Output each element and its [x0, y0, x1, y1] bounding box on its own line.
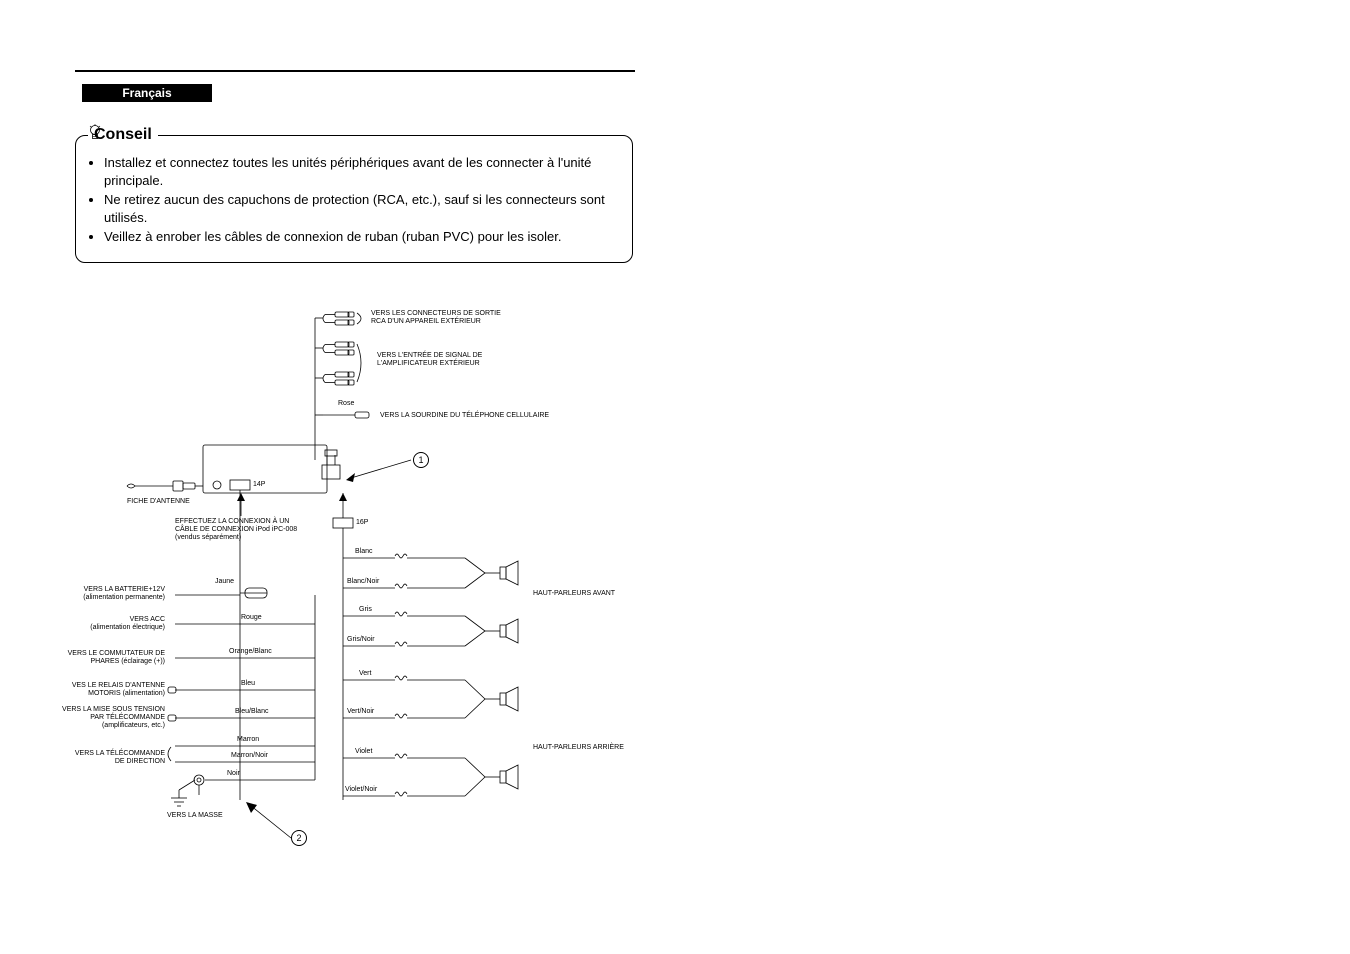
- rca-pair-1: [323, 312, 354, 325]
- rear-speakers-label: HAUT-PARLEURS ARRIÈRE: [533, 744, 624, 751]
- spk-wire-4: Vert: [359, 670, 371, 677]
- mute-color: Rose: [338, 400, 354, 407]
- mute-label: VERS LA SOURDINE DU TÉLÉPHONE CELLULAIRE: [380, 412, 549, 419]
- pw3-l2: MOTORIS (alimentation): [55, 690, 165, 697]
- bullet-item: Installez et connectez toutes les unités…: [104, 154, 618, 189]
- pw0-color: Jaune: [215, 578, 234, 585]
- rca-ext-out-label-l1: VERS LES CONNECTEURS DE SORTIE: [371, 310, 501, 317]
- callout-2: 2: [291, 830, 307, 846]
- lightbulb-icon: [88, 124, 102, 142]
- rca-pair-3: [323, 372, 354, 385]
- ground-color: Noir: [227, 770, 240, 777]
- spk-wire-1: Blanc/Noir: [347, 578, 379, 585]
- spk-wire-0: Blanc: [355, 548, 373, 555]
- spk-wire-5: Vert/Noir: [347, 708, 374, 715]
- wiring-svg: [55, 300, 705, 860]
- steer-color1: Marron: [237, 736, 259, 743]
- speaker-icon-rl: [500, 687, 518, 711]
- bullet-item: Veillez à enrober les câbles de connexio…: [104, 228, 618, 246]
- pw2-l1: VERS LE COMMUTATEUR DE: [55, 650, 165, 657]
- speaker-icon-rr: [500, 765, 518, 789]
- antenna-label: FICHE D'ANTENNE: [127, 498, 190, 505]
- callout-1: 1: [413, 452, 429, 468]
- spk-wire-7: Violet/Noir: [345, 786, 377, 793]
- pw2-l2: PHARES (éclairage (+)): [55, 658, 165, 665]
- coil-1: [395, 554, 407, 558]
- steer-l1: VERS LA TÉLÉCOMMANDE: [55, 750, 165, 757]
- conn-16p-label: 16P: [356, 519, 368, 526]
- pw1-l1: VERS ACC: [55, 616, 165, 623]
- top-rule: [75, 70, 635, 72]
- conseil-box: Conseil Installez et connectez toutes le…: [75, 135, 633, 263]
- pw1-l2: (alimentation électrique): [55, 624, 165, 631]
- pw4-l3: (amplificateurs, etc.): [55, 722, 165, 729]
- ipod-note-l3: (vendus séparément): [175, 534, 241, 541]
- spk-wire-2: Gris: [359, 606, 372, 613]
- pw0-l2: (alimentation permanente): [55, 594, 165, 601]
- front-speakers-label: HAUT-PARLEURS AVANT: [533, 590, 615, 597]
- ground-label: VERS LA MASSE: [167, 812, 223, 819]
- steer-l2: DE DIRECTION: [55, 758, 165, 765]
- pw3-color: Bleu: [241, 680, 255, 687]
- conn-14p-label: 14P: [253, 481, 265, 488]
- pw4-l2: PAR TÉLÉCOMMANDE: [55, 714, 165, 721]
- conseil-title: Conseil: [94, 124, 152, 146]
- spk-wire-3: Gris/Noir: [347, 636, 375, 643]
- rca-pair-2: [323, 342, 354, 355]
- rca-ext-out-label-l2: RCA D'UN APPAREIL EXTÉRIEUR: [371, 318, 481, 325]
- speaker-icon-fl: [500, 561, 518, 585]
- pw3-l1: VES LE RELAIS D'ANTENNE: [55, 682, 165, 689]
- pw1-color: Rouge: [241, 614, 262, 621]
- pw4-l1: VERS LA MISE SOUS TENSION: [55, 706, 165, 713]
- ipod-note-l1: EFFECTUEZ LA CONNEXION À UN: [175, 518, 289, 525]
- bullet-item: Ne retirez aucun des capuchons de protec…: [104, 191, 618, 226]
- speaker-icon-fr: [500, 619, 518, 643]
- spk-wire-6: Violet: [355, 748, 372, 755]
- pw0-l1: VERS LA BATTERIE+12V: [55, 586, 165, 593]
- page-root: Français Conseil Installez et connectez …: [0, 0, 1350, 954]
- rca-amp-in-label-l2: L'AMPLIFICATEUR EXTÉRIEUR: [377, 360, 480, 367]
- pw4-color: Bleu/Blanc: [235, 708, 268, 715]
- conseil-title-wrap: Conseil: [88, 124, 158, 146]
- conseil-bullets: Installez et connectez toutes les unités…: [90, 154, 618, 246]
- wiring-diagram: VERS LES CONNECTEURS DE SORTIE RCA D'UN …: [55, 300, 705, 860]
- ipod-note-l2: CÂBLE DE CONNEXION iPod iPC-008: [175, 526, 297, 533]
- rca-amp-in-label-l1: VERS L'ENTRÉE DE SIGNAL DE: [377, 352, 482, 359]
- steer-color2: Marron/Noir: [231, 752, 268, 759]
- pw2-color: Orange/Blanc: [229, 648, 272, 655]
- language-tag: Français: [82, 84, 212, 102]
